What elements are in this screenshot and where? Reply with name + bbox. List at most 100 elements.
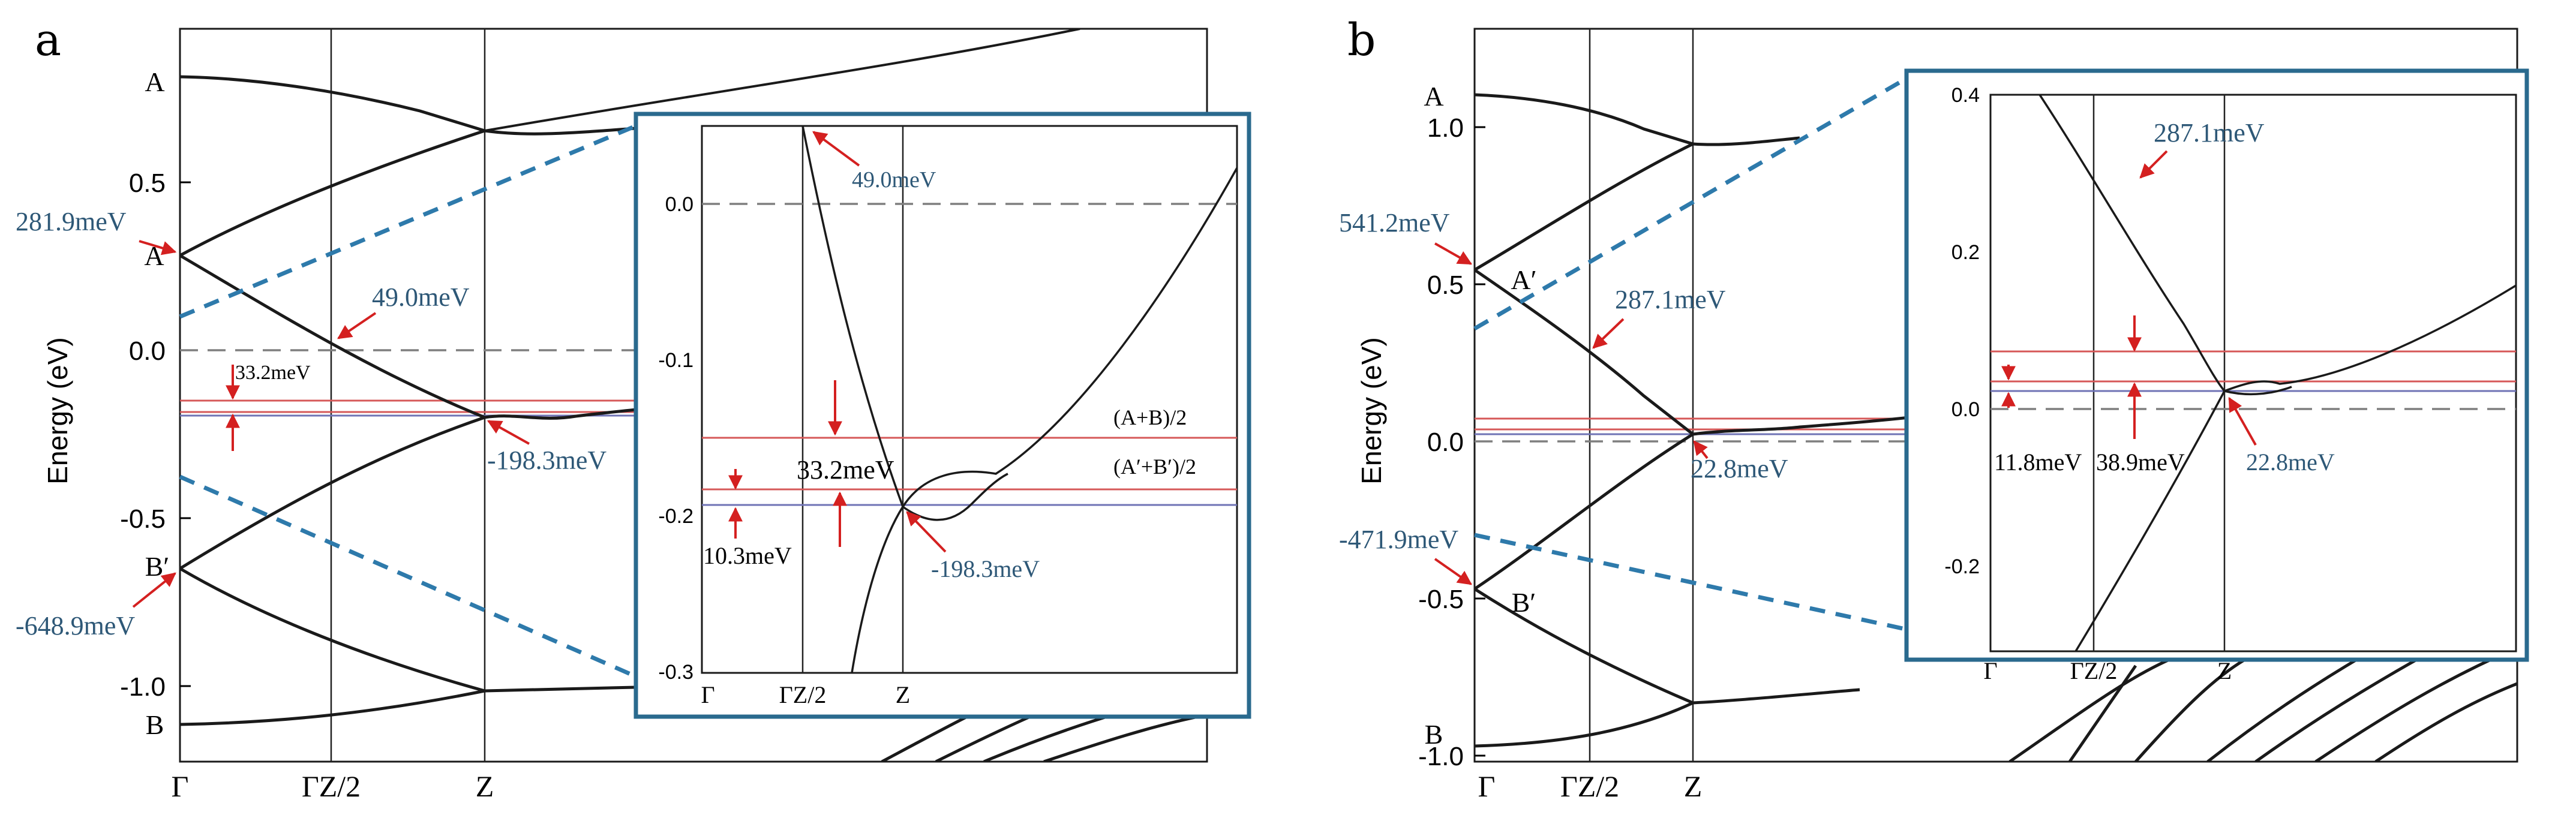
panel-a-xtick: ΓZ/2 — [302, 769, 361, 803]
panel-a-ytick: -0.5 — [120, 504, 166, 534]
panel-b-band-label: B — [1425, 719, 1443, 750]
panel-b-band-Bp — [1475, 587, 1860, 705]
panel-b-annotation: 287.1meV — [1615, 285, 1726, 314]
panel-b-annotation: 541.2meV — [1339, 208, 1450, 237]
panel-a-arrow — [337, 312, 377, 339]
panel-a-band-Bp — [180, 567, 637, 693]
panel-b-band-label: A′ — [1511, 264, 1536, 295]
panel-b-inset-ytick: 0.2 — [1951, 241, 1980, 264]
panel-a-xtick: Γ — [172, 769, 189, 803]
panel-a-inset-xtick: ΓZ/2 — [779, 681, 827, 708]
panel-b-inset-arrow — [2228, 396, 2257, 446]
panel-a-inset-ytick: -0.2 — [658, 505, 693, 528]
panel-a-arrow — [132, 572, 176, 608]
panel-b-ytick: -1.0 — [1418, 742, 1464, 771]
panel-a-zoom-line-bottom — [179, 474, 637, 679]
panel-b-inset-annotation: 38.9meV — [2096, 449, 2185, 476]
panel-b-arrow — [1434, 242, 1473, 265]
panel-b-band-A — [1475, 93, 1800, 146]
panel-a: a Energy (eV) 0.5 0.0 -0.5 -1.0 Γ ΓZ/2 Z — [16, 14, 1251, 803]
panel-a-ytick: -1.0 — [120, 672, 166, 702]
panel-b-inset-xtick: Γ — [1983, 657, 1997, 684]
panel-a-inset-ytick: -0.1 — [658, 349, 693, 372]
panel-a-ylabel: Energy (eV) — [42, 337, 73, 484]
panel-b-ytick: 0.0 — [1427, 428, 1464, 457]
panel-b-arrow — [1434, 558, 1472, 585]
panel-b-ytick: 0.5 — [1427, 270, 1464, 300]
panel-a-annotation: 49.0meV — [372, 282, 470, 312]
panel-a-zoom-line-top — [179, 124, 637, 319]
panel-a-inset-annotation: 49.0meV — [852, 167, 936, 193]
panel-b-band-high — [2068, 664, 2137, 762]
panel-a-inset-frame — [701, 125, 1238, 674]
panel-a-inset-band-down — [801, 126, 1237, 509]
panel-a-annotation: -648.9meV — [16, 611, 135, 640]
panel-b-inset: 0.4 0.2 0.0 -0.2 Γ ΓZ/2 Z 287.1meV 11.8m… — [1904, 68, 2529, 684]
panel-b-band-Bp-up — [1475, 432, 1694, 591]
panel-b-inset-ytick: 0.4 — [1951, 84, 1980, 107]
panel-b-yticks: 1.0 0.5 0.0 -0.5 -1.0 — [1418, 113, 1485, 771]
panel-b-inset-xtick: Z — [2217, 657, 2232, 684]
panel-a-inset-border — [634, 112, 1251, 719]
panel-b-band-Z — [1692, 414, 1920, 436]
panel-b-inset-band-up — [2074, 386, 2292, 651]
panel-b-zoom-line-bottom — [1474, 533, 1991, 650]
panel-a-band-Ap-down — [180, 254, 485, 419]
panel-a-inset-xtick: Γ — [701, 681, 714, 708]
panel-a-yticks: 0.5 0.0 -0.5 -1.0 — [120, 169, 191, 702]
panel-b-inset-arrow — [2139, 150, 2168, 179]
panel-b-xtick: Z — [1684, 769, 1703, 803]
panel-a-annotation: 281.9meV — [16, 207, 127, 236]
panel-b-inset-frame — [1989, 94, 2517, 652]
panel-a-arrow — [487, 420, 530, 445]
panel-a-band-A — [180, 75, 637, 136]
panel-a-inset-line-label: (A′+B′)/2 — [1113, 455, 1196, 479]
panel-a-inset-arrow — [906, 511, 947, 553]
panel-a-inset-annotation: 10.3meV — [703, 542, 792, 569]
panel-b-inset-annotation: 287.1meV — [2154, 118, 2265, 148]
panel-b-annotation: 22.8meV — [1691, 454, 1788, 483]
panel-a-arrow — [139, 240, 177, 255]
panel-a-band-Ap — [180, 129, 485, 257]
panel-a-band-A-ext — [484, 29, 1080, 132]
panel-a-band-Z — [484, 406, 654, 420]
panel-b-annotation: -471.9meV — [1339, 525, 1458, 554]
panel-a-inset-annotation: 33.2meV — [797, 455, 894, 485]
panel-b-xtick: ΓZ/2 — [1560, 769, 1619, 803]
panel-a-ytick: 0.0 — [129, 336, 166, 366]
panel-b: b Energy (eV) 1.0 0.5 0.0 -0.5 -1.0 Γ ΓZ… — [1339, 14, 2529, 803]
panel-a-band-label: A — [145, 67, 164, 97]
panel-b-inset-annotation: 11.8meV — [1994, 449, 2082, 476]
panel-b-inset-ytick: 0.0 — [1951, 398, 1980, 421]
panel-a-letter: a — [35, 14, 61, 66]
panel-b-inset-ytick: -0.2 — [1944, 555, 1980, 578]
panel-a-inset-xtick: Z — [896, 681, 910, 708]
panel-b-band-label: B′ — [1512, 587, 1536, 618]
panel-a-band-label: A′ — [144, 240, 170, 271]
panel-b-zoom-line-top — [1473, 68, 1921, 331]
panel-b-ytick: 1.0 — [1427, 113, 1464, 143]
panel-b-inset-xtick: ΓZ/2 — [2070, 657, 2118, 684]
panel-b-band-B — [1475, 701, 1694, 748]
panel-a-inset-ytick: -0.3 — [658, 661, 693, 684]
panel-b-ylabel: Energy (eV) — [1356, 337, 1387, 484]
panel-a-annotation: -198.3meV — [487, 446, 607, 475]
panel-a-band-high — [1043, 713, 1207, 762]
panel-a-annotation: 33.2meV — [235, 362, 311, 384]
panel-a-inset-line-label: (A+B)/2 — [1113, 405, 1187, 429]
panel-a-xtick: Z — [476, 769, 494, 803]
panel-a-band-Bp-up — [180, 416, 485, 570]
panel-b-inset-band-down — [2038, 95, 2516, 393]
panel-a-ytick: 0.5 — [129, 169, 166, 198]
panel-b-band-high — [2134, 652, 2257, 762]
panel-a-band-B — [180, 689, 485, 726]
panel-b-band-Ap-down — [1475, 268, 1694, 435]
panel-b-inset-annotation: 22.8meV — [2246, 449, 2335, 476]
panel-b-arrow — [1592, 318, 1625, 349]
panel-b-ytick: -0.5 — [1418, 585, 1464, 614]
panel-b-inset-border — [1904, 68, 2529, 662]
panel-b-arrow — [1693, 440, 1709, 459]
panel-a-inset: 0.0 -0.1 -0.2 -0.3 Γ ΓZ/2 Z (A+B)/2 (A′+… — [634, 112, 1251, 719]
panel-b-xtick: Γ — [1478, 769, 1496, 803]
